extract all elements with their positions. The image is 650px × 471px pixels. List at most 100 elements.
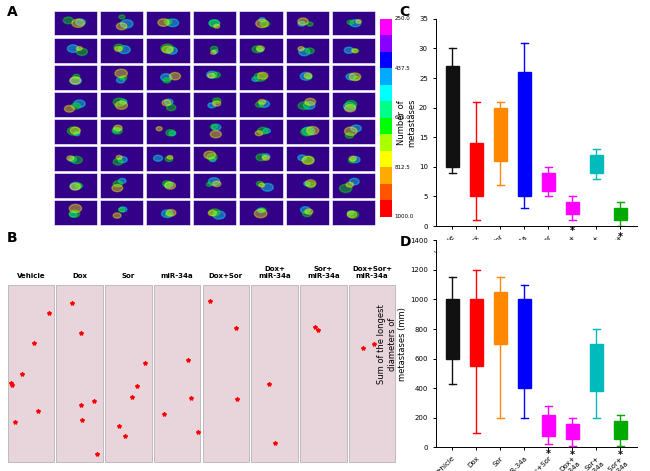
Bar [380,184,392,200]
Circle shape [345,133,354,138]
Bar [57,285,103,462]
Bar [203,285,249,462]
Circle shape [170,73,181,80]
Bar [154,285,200,462]
Text: Dox: Dox [72,273,87,279]
Circle shape [257,208,265,212]
Bar [239,92,283,117]
Circle shape [301,128,313,136]
Circle shape [162,181,172,187]
Circle shape [262,154,270,159]
Bar [239,10,283,35]
Circle shape [209,157,216,162]
Bar [193,38,236,63]
Bar [193,92,236,117]
Circle shape [75,183,83,188]
Circle shape [304,181,310,186]
Bar [146,173,190,198]
Circle shape [307,22,313,26]
Circle shape [167,155,173,159]
Circle shape [207,154,217,161]
Circle shape [307,127,318,135]
Text: 250.0: 250.0 [395,16,410,21]
Circle shape [118,156,127,163]
Circle shape [257,46,265,51]
Circle shape [212,72,220,78]
Circle shape [69,157,77,162]
Circle shape [304,73,312,78]
Circle shape [165,156,173,162]
Circle shape [73,74,80,79]
Bar [286,173,329,198]
Bar [286,119,329,144]
Circle shape [164,182,173,188]
Circle shape [307,182,315,188]
Circle shape [298,155,306,161]
Bar [100,119,143,144]
Circle shape [70,212,77,217]
Circle shape [209,20,219,27]
Circle shape [119,15,125,19]
Circle shape [166,47,177,54]
Circle shape [259,18,265,22]
PathPatch shape [541,415,555,436]
Bar [193,146,236,171]
Circle shape [252,46,263,53]
Circle shape [68,45,79,52]
Circle shape [348,211,354,215]
Bar [332,38,375,63]
Circle shape [305,98,315,106]
Bar [53,92,97,117]
Circle shape [209,178,220,186]
Y-axis label: Sum of the longest
diameters of
metastases (mm): Sum of the longest diameters of metastas… [377,304,407,384]
Bar [193,65,236,89]
Circle shape [356,20,361,24]
Circle shape [115,69,127,77]
Bar [239,146,283,171]
Bar [380,167,392,184]
PathPatch shape [517,72,531,196]
Bar [252,285,298,462]
Bar [146,146,190,171]
Circle shape [259,100,270,107]
Circle shape [64,106,75,112]
Text: *: * [618,232,623,242]
Bar [100,10,143,35]
Circle shape [262,184,273,191]
Bar [53,119,97,144]
Circle shape [156,127,162,131]
Circle shape [165,182,176,189]
Circle shape [211,50,216,54]
Circle shape [163,78,171,83]
Circle shape [118,46,130,54]
Circle shape [167,19,179,27]
Bar [146,38,190,63]
Circle shape [70,204,82,212]
Bar [53,146,97,171]
Circle shape [349,179,359,185]
Text: 812.5: 812.5 [395,165,410,170]
Circle shape [304,102,315,109]
Circle shape [344,105,356,112]
Bar [100,146,143,171]
Bar [239,173,283,198]
Text: 1000.0: 1000.0 [395,214,413,219]
Bar [105,285,151,462]
PathPatch shape [470,143,483,196]
Circle shape [158,19,169,26]
Circle shape [254,209,267,218]
Circle shape [70,182,81,190]
Text: *: * [570,226,575,236]
Text: C: C [400,5,410,19]
Circle shape [120,99,127,104]
Bar [332,92,375,117]
Bar [300,285,346,462]
PathPatch shape [541,173,555,191]
Circle shape [212,124,221,130]
Circle shape [207,71,217,78]
Circle shape [119,207,127,212]
Circle shape [113,98,125,106]
Circle shape [164,99,173,105]
Circle shape [348,158,355,163]
Circle shape [113,128,120,133]
